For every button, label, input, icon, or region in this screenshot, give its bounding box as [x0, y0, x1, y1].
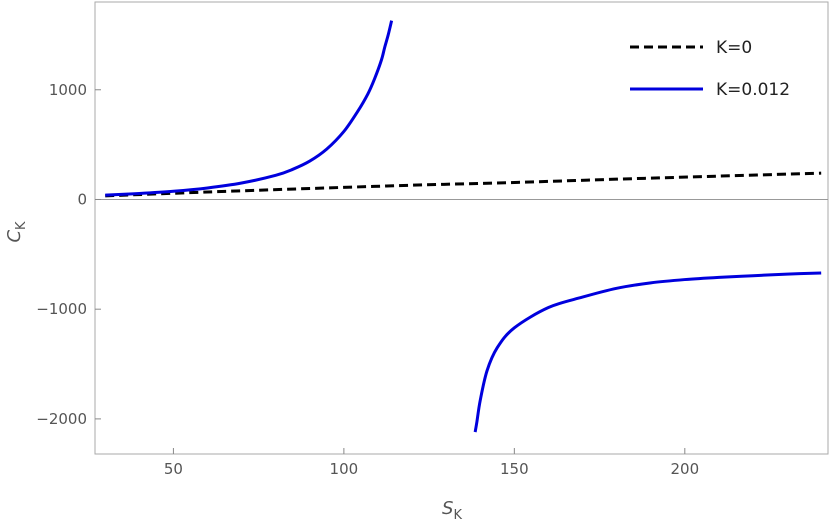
legend-label-k0: K=0: [716, 38, 752, 58]
series-line-1-segment-1: [473, 271, 822, 433]
series-layer: [105, 20, 822, 433]
y-ticks: −2000 −1000 0 1000: [36, 81, 101, 428]
x-tick-label: 200: [670, 460, 699, 478]
y-tick-label: −2000: [36, 410, 87, 428]
y-tick-label: −1000: [36, 300, 87, 318]
x-tick-label: 100: [330, 460, 359, 478]
x-axis-label: SK: [442, 498, 462, 522]
legend: K=0 K=0.012: [630, 38, 790, 100]
x-tick-label: 150: [500, 460, 529, 478]
legend-label-k0012: K=0.012: [716, 80, 790, 100]
x-ticks: 50 100 150 200: [164, 448, 699, 478]
plot-frame: [94, 1, 829, 455]
y-axis-label: CK: [4, 221, 29, 243]
y-tick-label: 1000: [49, 81, 87, 99]
y-tick-label: 0: [77, 190, 87, 208]
series-line-0-segment-0: [105, 171, 822, 198]
series-line-1-segment-0: [105, 20, 394, 197]
x-tick-label: 50: [164, 460, 183, 478]
